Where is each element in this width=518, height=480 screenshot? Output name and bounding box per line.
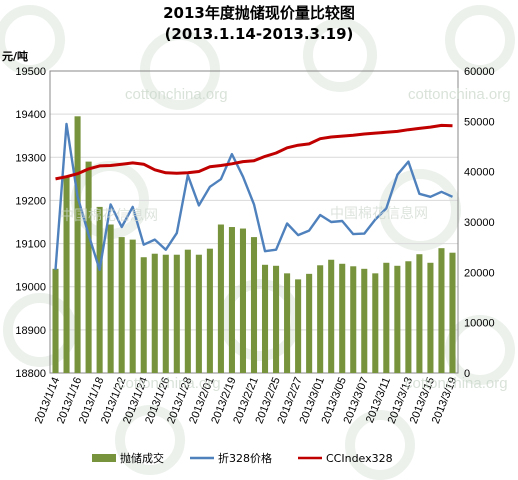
bar	[427, 262, 434, 373]
bar	[217, 224, 224, 373]
bar	[273, 265, 280, 373]
bar	[449, 252, 456, 373]
bar	[239, 228, 247, 373]
bar	[151, 253, 158, 373]
bar	[416, 254, 423, 373]
y-left-tick-label: 19400	[15, 109, 46, 121]
bar	[284, 273, 291, 373]
y-right-tick-label: 40000	[464, 167, 495, 179]
bar	[405, 261, 412, 373]
watermark-text: 中国棉花信息网	[60, 207, 158, 224]
bar	[306, 273, 313, 373]
watermark-text: cottonchina.org	[125, 86, 228, 103]
bar	[63, 176, 70, 373]
watermark-text: cottonchina.org	[405, 375, 508, 392]
series-line-ccindex328	[55, 123, 453, 181]
y-left-tick-label: 19500	[15, 66, 46, 78]
bar	[350, 266, 357, 373]
bar	[339, 263, 346, 373]
bar	[261, 264, 269, 373]
bar	[162, 254, 169, 373]
y-left-tick-label: 19200	[15, 195, 46, 207]
y-right-tick-label: 20000	[464, 267, 495, 279]
bar	[361, 268, 368, 373]
y-right-tick-label: 50000	[464, 116, 495, 128]
bar	[206, 248, 213, 373]
y-axis-unit: 元/吨	[2, 49, 28, 63]
bar	[317, 265, 324, 373]
watermark-text: cottonchina.org	[118, 375, 221, 392]
bar	[328, 259, 335, 373]
chart-subtitle: (2013.1.14-2013.3.19)	[165, 25, 354, 43]
legend-label: CCIndex328	[326, 452, 393, 465]
chart-title: 2013年度抛储现价量比较图	[163, 4, 355, 22]
bar	[184, 249, 191, 373]
y-left-tick-label: 19300	[15, 152, 46, 164]
y-left-tick-label: 18800	[15, 368, 46, 380]
bar	[173, 254, 180, 373]
bar	[107, 224, 114, 373]
bar	[96, 206, 103, 373]
bar	[295, 279, 302, 373]
y-right-tick-label: 60000	[464, 66, 495, 78]
bar	[140, 257, 147, 373]
bar	[383, 262, 390, 373]
bar	[372, 273, 379, 373]
bar	[118, 237, 125, 373]
y-left-tick-label: 19000	[15, 282, 46, 294]
bar	[195, 254, 202, 373]
y-left-tick-label: 19100	[15, 239, 46, 251]
bar	[250, 237, 258, 373]
bar	[74, 116, 81, 374]
watermark-text: 中国棉花信息网	[330, 205, 428, 222]
bar	[85, 161, 92, 373]
bar	[129, 239, 136, 373]
bar	[438, 248, 445, 373]
legend: 抛储成交 折328价格 CCIndex328	[92, 451, 393, 465]
y-right-tick-label: 10000	[464, 318, 495, 330]
legend-label: 抛储成交	[120, 451, 164, 465]
y-left-tick-label: 18900	[15, 325, 46, 337]
legend-label: 折328价格	[218, 451, 272, 465]
y-right-tick-label: 30000	[464, 217, 495, 229]
bar	[228, 227, 235, 373]
series-line-price328	[54, 122, 453, 271]
legend-swatch-bar	[92, 454, 116, 462]
bar	[394, 265, 401, 373]
y-right-tick-label: 0	[464, 368, 470, 380]
watermark-text: cottonchina.org	[408, 86, 511, 103]
bar	[52, 268, 59, 373]
